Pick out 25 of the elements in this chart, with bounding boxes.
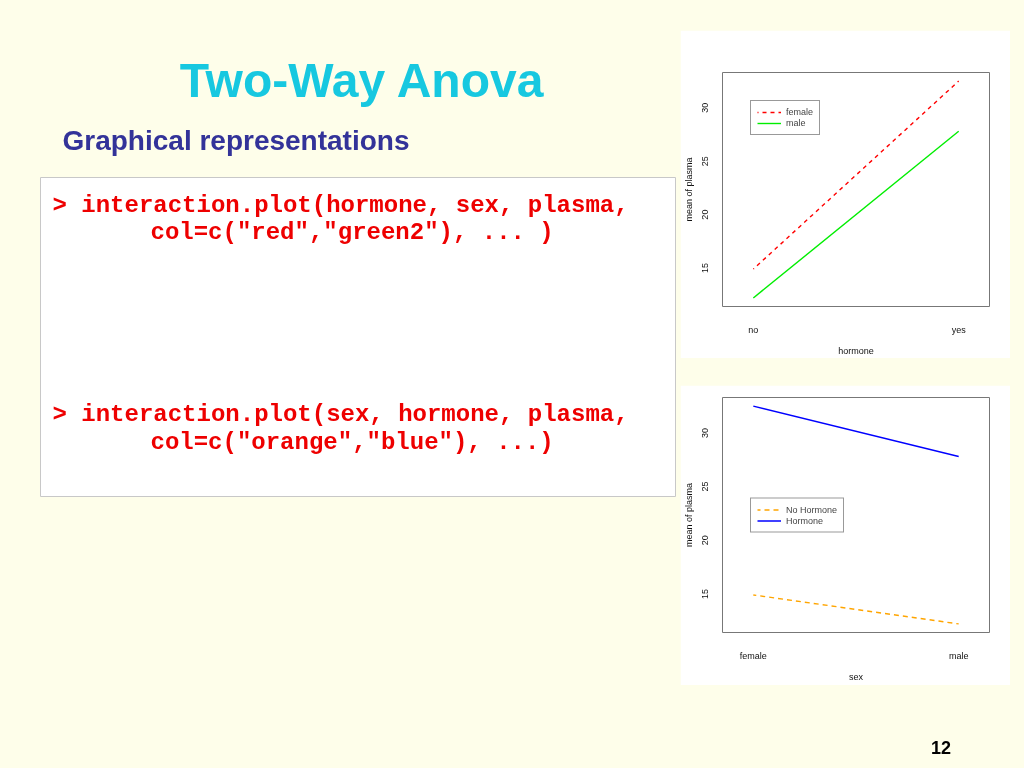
y-tick-label: 30	[700, 427, 711, 438]
x-tick-label: yes	[951, 324, 967, 335]
text: > interaction.plot(sex, hormone, plasma,	[52, 401, 629, 428]
legend-label: No Hormone	[786, 504, 838, 514]
text: Two-Way Anova	[179, 54, 544, 107]
x-axis-title: sex	[849, 671, 864, 682]
text: col=c("red","green2"), ... )	[150, 219, 554, 246]
x-tick-label: no	[748, 324, 759, 335]
text: > interaction.plot(hormone, sex, plasma,	[52, 192, 629, 219]
y-tick-label: 30	[700, 102, 711, 113]
y-tick-label: 25	[700, 156, 711, 167]
x-axis-title: hormone	[838, 345, 874, 356]
y-tick-label: 15	[700, 263, 711, 274]
legend-label: Hormone	[786, 515, 824, 525]
text: col=c("orange","blue"), ...)	[150, 429, 554, 456]
text: Graphical representations	[62, 125, 410, 156]
legend-label: male	[786, 118, 806, 128]
text: 12	[930, 738, 951, 758]
y-tick-label: 20	[700, 209, 711, 220]
y-tick-label: 20	[700, 535, 711, 546]
y-axis-title: mean of plasma	[683, 157, 694, 222]
y-tick-label: 15	[700, 588, 711, 599]
legend-label: female	[786, 107, 814, 117]
y-tick-label: 25	[700, 481, 711, 492]
y-axis-title: mean of plasma	[683, 482, 694, 548]
